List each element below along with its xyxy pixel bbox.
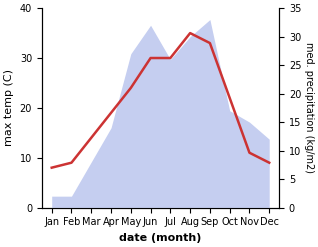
X-axis label: date (month): date (month)	[119, 233, 202, 243]
Y-axis label: max temp (C): max temp (C)	[4, 69, 14, 146]
Y-axis label: med. precipitation (kg/m2): med. precipitation (kg/m2)	[304, 42, 314, 173]
